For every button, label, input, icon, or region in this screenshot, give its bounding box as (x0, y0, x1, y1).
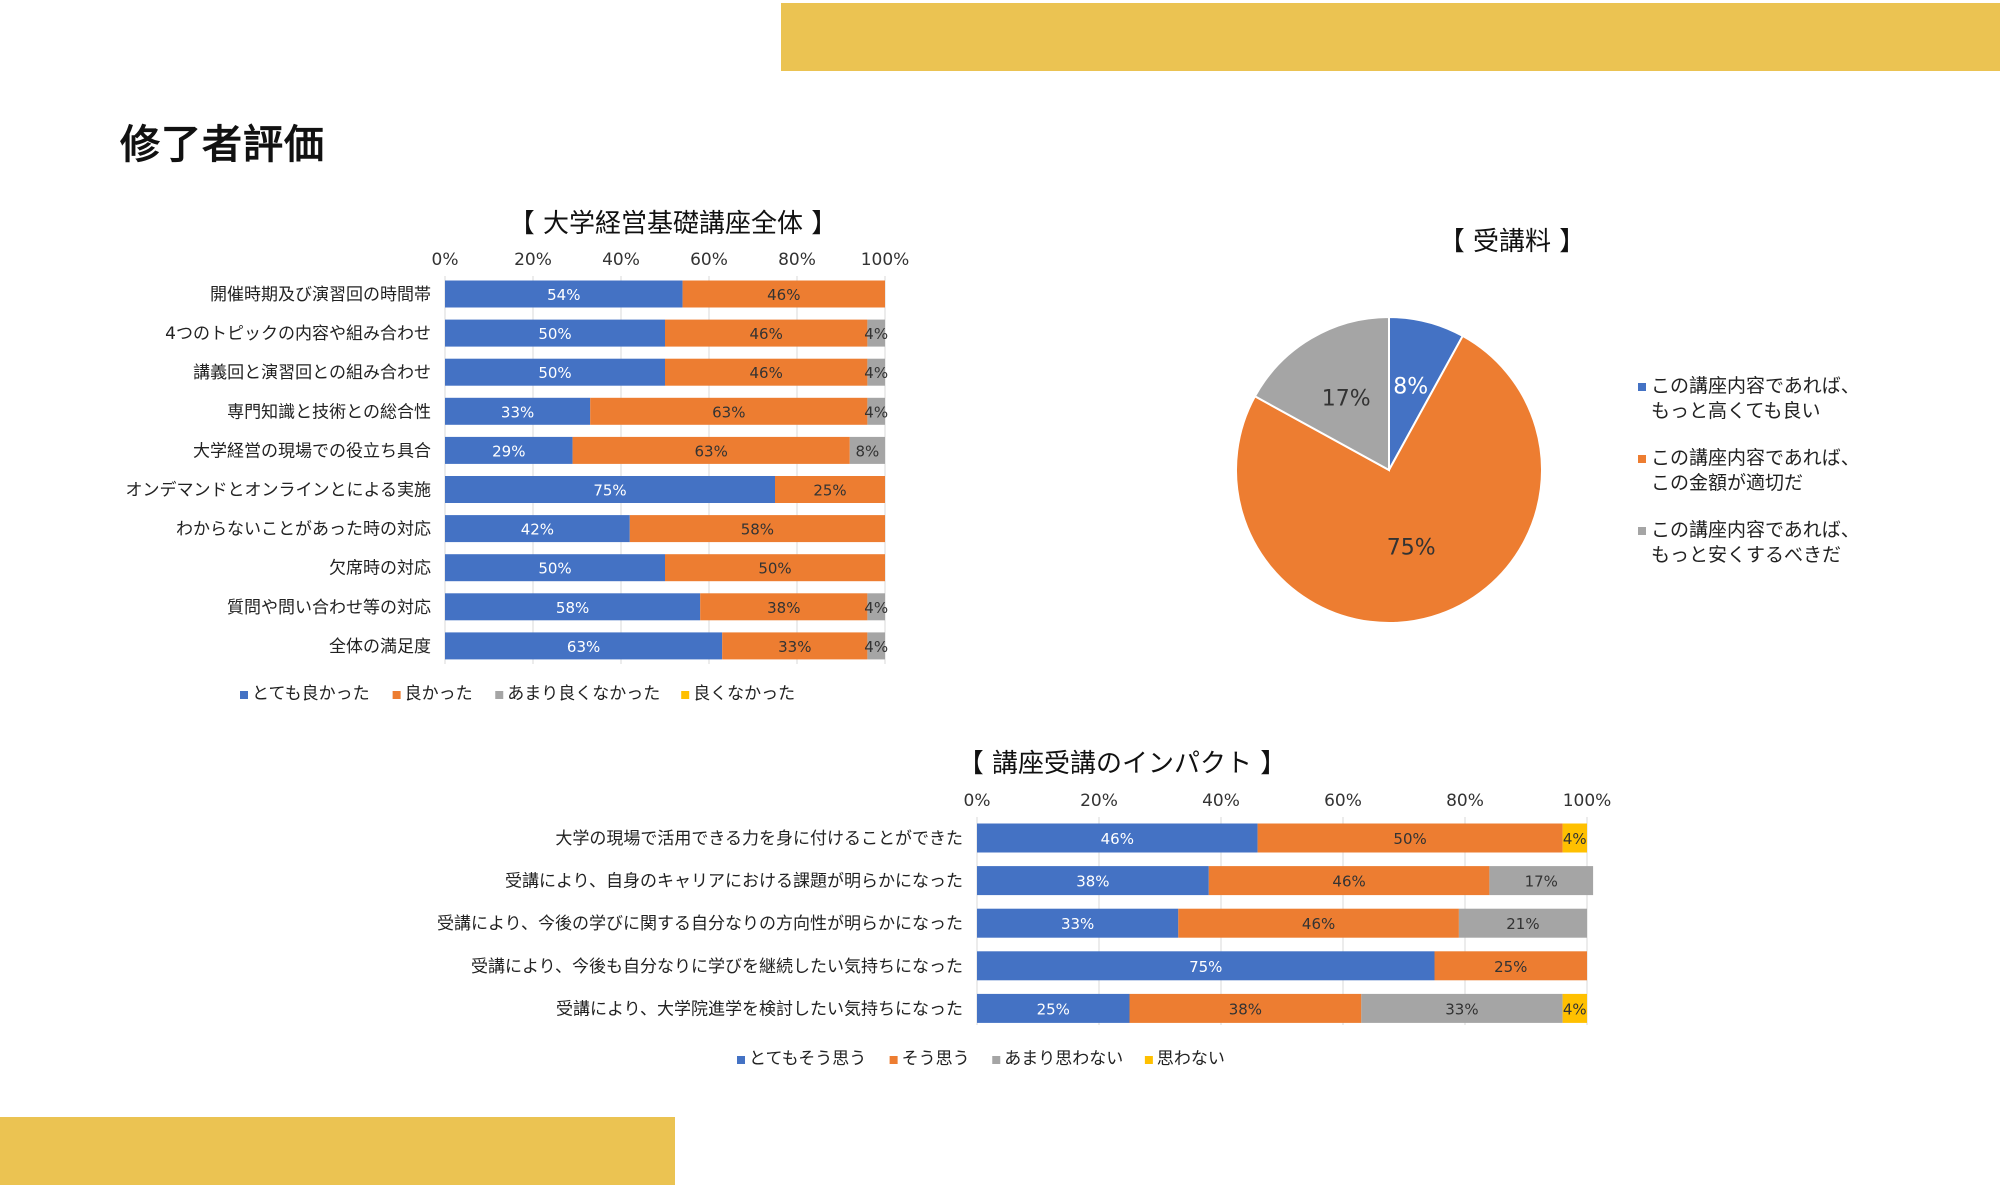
category-label: 専門知識と技術との総合性 (227, 402, 431, 422)
data-label: 4% (864, 599, 888, 617)
legend-label: とても良かった (252, 684, 370, 704)
x-tick-label: 100% (861, 250, 910, 270)
bar-segment (445, 358, 665, 386)
bar-segment (867, 358, 885, 386)
data-label: 54% (547, 286, 580, 304)
bar-segment (665, 319, 868, 347)
data-label: 8% (856, 442, 880, 460)
category-label: オンデマンドとオンラインとによる実施 (126, 480, 432, 501)
category-label: 4つのトピックの内容や組み合わせ (165, 324, 431, 344)
bottom-accent-band (0, 1117, 675, 1185)
bar-segment (700, 593, 868, 621)
category-label: 大学経営の現場での役立ち具合 (193, 441, 431, 461)
category-label: 講義回と演習回との組み合わせ (193, 363, 431, 383)
bar-segment (445, 397, 591, 425)
bar-segment (867, 397, 885, 425)
data-label: 29% (492, 442, 525, 460)
category-label: 質問や問い合わせ等の対応 (227, 598, 431, 618)
data-label: 58% (741, 521, 774, 539)
category-label: 開催時期及び演習回の時間帯 (210, 285, 431, 305)
bar-segment (445, 593, 701, 621)
data-label: 50% (538, 560, 571, 578)
bar-segment (572, 436, 850, 464)
data-label: 4% (864, 403, 888, 421)
chart-title: 【 大学経営基礎講座全体 】 (509, 209, 838, 239)
data-label: 50% (538, 364, 571, 382)
data-label: 38% (767, 599, 800, 617)
data-label: 46% (767, 286, 800, 304)
bar-segment (682, 280, 885, 308)
bar-segment (867, 593, 885, 621)
data-label: 50% (538, 325, 571, 343)
x-tick-label: 40% (602, 250, 640, 270)
data-label: 4% (864, 325, 888, 343)
data-label: 63% (712, 403, 745, 421)
category-label: 全体の満足度 (329, 637, 431, 657)
data-label: 46% (750, 364, 783, 382)
data-label: 63% (695, 442, 728, 460)
x-tick-label: 60% (690, 250, 728, 270)
legend-swatch (681, 691, 690, 699)
bar-segment (849, 436, 885, 464)
data-label: 25% (813, 482, 846, 500)
page-title: 修了者評価 (120, 122, 325, 168)
x-tick-label: 80% (778, 250, 816, 270)
bar-segment (445, 515, 630, 543)
data-label: 58% (556, 599, 589, 617)
legend-swatch (240, 691, 248, 699)
bar-segment (722, 632, 868, 660)
bar-segment (629, 515, 885, 543)
legend-swatch (392, 691, 401, 699)
legend-label: あまり良くなかった (507, 684, 660, 704)
x-tick-label: 20% (514, 250, 552, 270)
bar-segment (445, 319, 665, 347)
bar-segment (867, 319, 885, 347)
bar-segment (775, 476, 885, 503)
data-label: 42% (521, 521, 554, 539)
bar-segment (445, 436, 573, 464)
data-label: 4% (864, 638, 888, 656)
bar-segment (665, 554, 885, 582)
category-label: 欠席時の対応 (329, 559, 431, 579)
bar-segment (867, 632, 885, 660)
legend-label: 良かった (405, 684, 473, 704)
bar-segment (445, 554, 665, 582)
bar-segment (445, 632, 723, 660)
bar-segment (445, 280, 683, 308)
data-label: 33% (501, 403, 534, 421)
data-label: 75% (593, 482, 626, 500)
data-label: 46% (750, 325, 783, 343)
data-label: 50% (758, 560, 791, 578)
data-label: 33% (778, 638, 811, 656)
category-label: わからないことがあった時の対応 (176, 520, 431, 540)
data-label: 4% (864, 364, 888, 382)
bar-segment (665, 358, 868, 386)
legend-swatch (495, 691, 504, 699)
x-tick-label: 0% (432, 250, 459, 270)
bar-segment (445, 476, 775, 503)
data-label: 63% (567, 638, 600, 656)
top-accent-band (781, 3, 2000, 71)
bar-segment (590, 397, 868, 425)
legend-label: 良くなかった (693, 684, 795, 704)
